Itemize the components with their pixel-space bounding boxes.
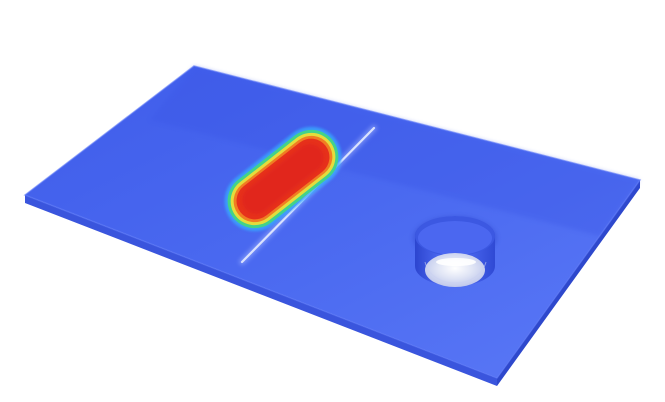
plate-outline	[23, 65, 642, 379]
cylinder-hole	[413, 216, 497, 287]
plate-front-edge	[25, 195, 497, 386]
plate-shading	[150, 66, 640, 236]
plate-right-edge	[497, 180, 640, 386]
hot-spot	[224, 126, 342, 232]
